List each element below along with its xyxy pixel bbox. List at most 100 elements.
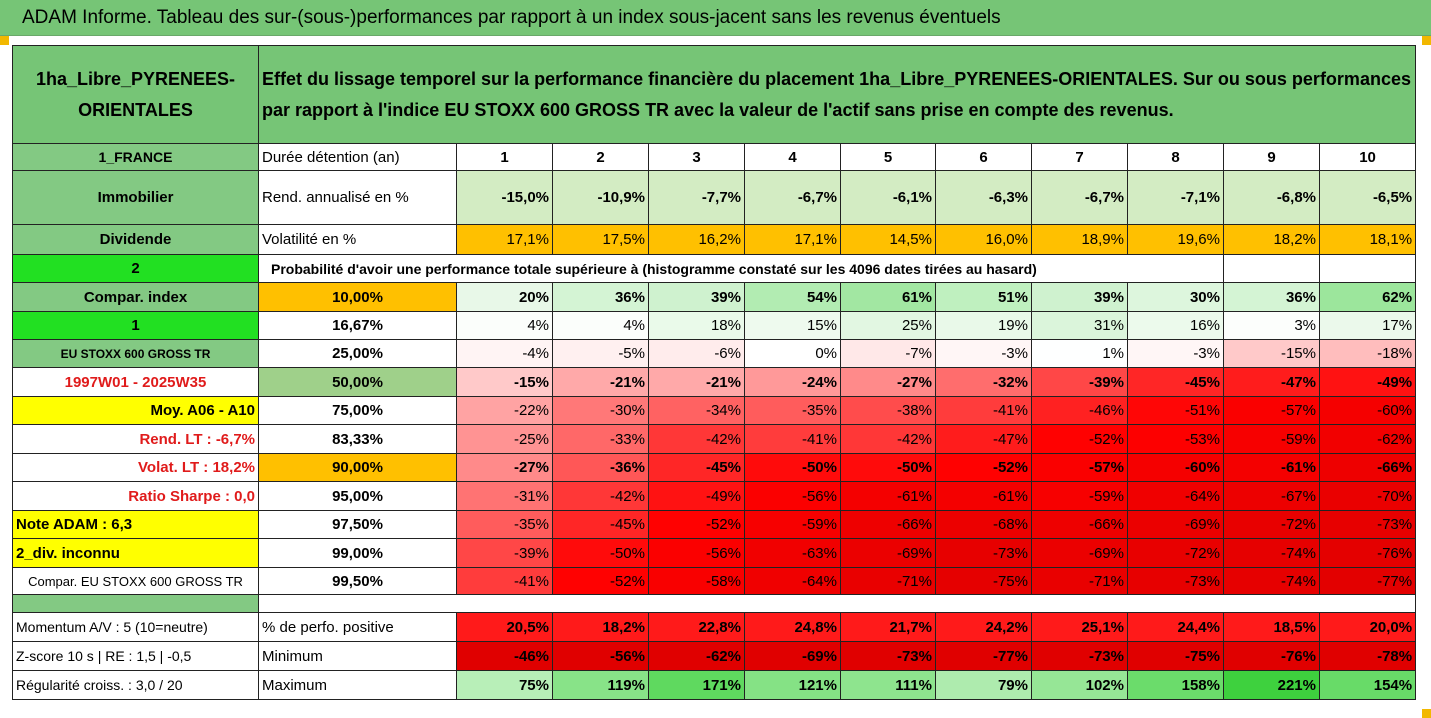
quantile-value-text: -59% [1280, 430, 1316, 448]
quantile-value: -57% [1031, 453, 1128, 482]
quantile-value-text: -73% [992, 544, 1028, 562]
volat-text-value: 14,5% [889, 231, 932, 248]
quantile-value-text: -4% [522, 345, 549, 362]
volat-value: 18,1% [1318, 224, 1417, 255]
year-value: 3 [692, 148, 701, 166]
quantile-label: 10,00% [258, 282, 457, 312]
quantile-value: -34% [648, 396, 745, 425]
minimum-text-value: -73% [896, 647, 932, 665]
note-label-text: Note ADAM : 6,3 [16, 516, 133, 533]
maximum-value: 79% [935, 670, 1032, 700]
quantile-value-text: -69% [1184, 516, 1220, 533]
quantile-value: -41% [456, 567, 553, 595]
perf-pos-value: 22,8% [648, 612, 745, 642]
quantile-label: 99,50% [258, 567, 457, 595]
quantile-value-text: 0% [815, 345, 837, 362]
perf-pos-label: % de perfo. positive [258, 612, 457, 642]
quantile-value-text: -66% [896, 516, 932, 533]
rend-text-value: -10,9% [597, 189, 645, 206]
quantile-value-text: -21% [705, 373, 741, 391]
quantile-value: -77% [1318, 567, 1417, 595]
dividend-text: Dividende [99, 231, 172, 248]
quantile-value-text: -42% [609, 487, 645, 505]
quantile-value-text: -32% [992, 373, 1028, 391]
perf-pos-text-value: 24,2% [985, 618, 1028, 636]
quantile-value-text: 39% [710, 288, 741, 306]
quantile-value-text: 4% [527, 317, 549, 334]
quantile-value: 1% [1031, 339, 1128, 368]
empty-cell [1318, 254, 1417, 283]
minimum-value: -46% [456, 641, 553, 671]
year-header: 9 [1223, 143, 1320, 171]
category-label: Immobilier [12, 170, 259, 225]
spacer-cell [258, 594, 1417, 613]
quantile-value: -4% [456, 339, 553, 368]
quantile-value-text: -47% [992, 430, 1028, 448]
year-header: 3 [648, 143, 745, 171]
quantile-text: 10,00% [332, 288, 383, 306]
year-value: 5 [883, 148, 893, 166]
div-label: 2_div. inconnu [12, 538, 259, 568]
compar-full-label-text: Compar. EU STOXX 600 GROSS TR [28, 573, 243, 589]
quantile-value: -66% [1031, 510, 1128, 539]
year-header: 7 [1031, 143, 1128, 171]
quantile-value-text: 30% [1189, 288, 1220, 306]
quantile-value-text: -61% [896, 487, 932, 505]
perf-pos-text-value: 22,8% [698, 618, 741, 636]
quantile-value: -27% [456, 453, 553, 482]
description-cell: Effet du lissage temporel sur la perform… [257, 45, 1417, 144]
quantile-value-text: -63% [801, 544, 837, 562]
proba-text: Probabilité d'avoir une performance tota… [271, 260, 1037, 277]
year-value: 7 [1075, 148, 1084, 166]
maximum-text-value: 119% [607, 676, 645, 694]
quantile-value: -64% [1127, 481, 1224, 511]
rend-value: -6,8% [1223, 170, 1320, 225]
quantile-value: 36% [1223, 282, 1320, 312]
quantile-value-text: -52% [609, 572, 645, 590]
quantile-value-text: -60% [1377, 402, 1413, 419]
perf-pos-text-value: 25,1% [1081, 618, 1124, 636]
quantile-value-text: -34% [705, 402, 741, 419]
quantile-value-text: -21% [609, 373, 645, 391]
quantile-value: 36% [552, 282, 649, 312]
regularite-label: Régularité croiss. : 3,0 / 20 [12, 670, 259, 700]
rend-text-value: -6,5% [1372, 189, 1413, 206]
quantile-value-text: 15% [806, 317, 837, 334]
volat-value: 17,1% [456, 224, 553, 255]
rend-text-value: -7,7% [701, 189, 741, 206]
quantile-value: -46% [1031, 396, 1128, 425]
quantile-value: -61% [935, 481, 1032, 511]
maximum-value: 221% [1223, 670, 1320, 700]
quantile-label: 75,00% [258, 396, 457, 425]
quantile-value-text: -59% [801, 516, 837, 533]
quantile-value-text: -30% [609, 402, 645, 419]
quantile-value: 51% [935, 282, 1032, 312]
quantile-value-text: -50% [801, 459, 837, 476]
quantile-value-text: -75% [992, 572, 1028, 590]
minimum-text-value: -56% [609, 647, 645, 665]
minimum-text-value: -75% [1184, 647, 1220, 665]
quantile-value-text: 39% [1093, 288, 1124, 306]
duree-label: Durée détention (an) [258, 143, 457, 171]
quantile-value-text: -73% [1377, 516, 1413, 533]
year-value: 4 [788, 148, 797, 166]
minimum-value: -69% [744, 641, 841, 671]
quantile-value-text: -24% [801, 373, 837, 391]
rend-value: -7,1% [1127, 170, 1224, 225]
quantile-value-text: -59% [1088, 487, 1124, 505]
volat-text: Volatilité en % [262, 231, 357, 248]
quantile-value-text: 25% [901, 317, 932, 334]
compar-index-label-text: Compar. index [83, 288, 188, 306]
quantile-value: -76% [1318, 538, 1417, 568]
quantile-value: -39% [456, 538, 553, 568]
fund-name-cell: 1ha_Libre_PYRENEES- ORIENTALES [12, 45, 259, 144]
perf-pos-text-value: 21,7% [889, 618, 932, 636]
quantile-value: -74% [1223, 538, 1320, 568]
quantile-value-text: -52% [1088, 430, 1124, 448]
quantile-text: 99,00% [332, 544, 383, 562]
year-header: 8 [1127, 143, 1224, 171]
year-value: 2 [596, 148, 605, 166]
perf-pos-value: 20,0% [1318, 612, 1417, 642]
year-header: 2 [552, 143, 649, 171]
quantile-value: -3% [1127, 339, 1224, 368]
